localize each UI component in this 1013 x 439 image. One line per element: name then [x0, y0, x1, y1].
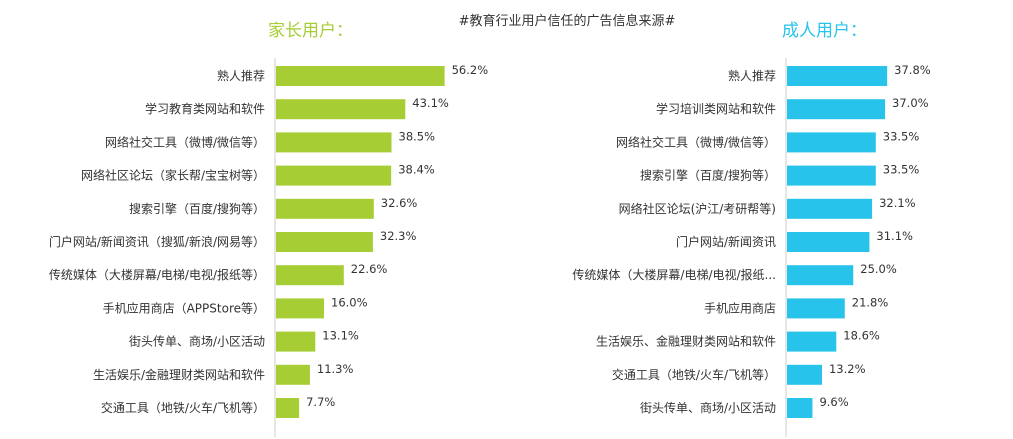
adults-category-label: 熟人推荐 — [728, 68, 776, 83]
adults-category-label: 生活娱乐、金融理财类网站和软件 — [596, 334, 776, 349]
parents-value-label: 16.0% — [331, 295, 368, 309]
adults-value-label: 32.1% — [879, 196, 916, 210]
parents-value-label: 32.6% — [381, 196, 418, 210]
adults-value-label: 31.1% — [876, 229, 913, 243]
adults-bar — [787, 298, 845, 319]
parents-bar — [276, 66, 445, 86]
parents-value-label: 38.5% — [399, 129, 436, 143]
adults-bar — [787, 165, 876, 186]
parents-value-label: 7.7% — [306, 395, 335, 409]
adults-category-label: 手机应用商店 — [704, 300, 776, 315]
adults-value-label: 18.6% — [843, 329, 880, 343]
parents-category-label: 网络社区论坛（家长帮/宝宝树等） — [81, 168, 265, 183]
parents-category-label: 网络社交工具（微博/微信等） — [105, 134, 265, 149]
adults-bar — [787, 364, 822, 385]
adults-panel: 成人用户： 熟人推荐 37.8% 学习培训类网站和软件 37.0% 网络社交工具（微博/微… — [572, 21, 931, 437]
parents-value-label: 32.3% — [380, 229, 417, 243]
adults-value-label: 33.5% — [883, 163, 920, 177]
adults-value-label: 37.0% — [892, 96, 929, 110]
chart-title: #教育行业用户信任的广告信息来源# — [459, 13, 676, 29]
adults-category-label: 街头传单、商场/小区活动 — [640, 400, 776, 415]
adults-bar — [787, 99, 886, 120]
parents-panel: 家长用户： 熟人推荐 56.2% 学习教育类网站和软件 43.1% 网络社交工具（微博/微… — [49, 21, 488, 437]
parents-bar — [276, 398, 300, 418]
adults-value-label: 13.2% — [829, 362, 866, 376]
parents-category-label: 学习教育类网站和软件 — [145, 101, 265, 116]
parents-bar — [276, 99, 406, 120]
parents-bar — [276, 298, 324, 319]
parents-category-label: 门户网站/新闻资讯（搜狐/新浪/网易等） — [49, 234, 265, 249]
adults-category-label: 搜索引擎（百度/搜狗等） — [640, 168, 776, 183]
adults-category-label: 传统媒体（大楼屏幕/电梯/电视/报纸... — [572, 267, 776, 282]
parents-bar — [276, 165, 392, 186]
adults-bar — [787, 132, 876, 153]
parents-title: 家长用户： — [268, 21, 353, 41]
adults-bar — [787, 398, 813, 418]
parents-value-label: 13.1% — [322, 329, 359, 343]
adults-title: 成人用户： — [782, 21, 867, 41]
adults-category-label: 网络社区论坛(沪江/考研帮等) — [619, 201, 776, 216]
adults-bar — [787, 198, 873, 219]
adults-category-label: 门户网站/新闻资讯 — [676, 234, 776, 249]
parents-value-label: 56.2% — [452, 63, 489, 77]
parents-value-label: 38.4% — [398, 163, 435, 177]
adults-value-label: 37.8% — [894, 63, 931, 77]
adults-bar — [787, 232, 870, 252]
parents-category-label: 熟人推荐 — [217, 68, 265, 83]
parents-value-label: 43.1% — [412, 96, 449, 110]
parents-bar — [276, 331, 316, 352]
parents-category-label: 传统媒体（大楼屏幕/电梯/电视/报纸等） — [49, 267, 265, 282]
parents-category-label: 手机应用商店（APPStore等） — [103, 300, 265, 315]
parents-bar — [276, 132, 392, 153]
parents-value-label: 11.3% — [317, 362, 354, 376]
adults-bar — [787, 66, 888, 86]
parents-category-label: 搜索引擎（百度/搜狗等） — [129, 201, 265, 216]
parents-category-label: 街头传单、商场/小区活动 — [129, 334, 265, 349]
parents-bar — [276, 364, 310, 385]
adults-bar — [787, 331, 837, 352]
adults-value-label: 21.8% — [852, 295, 889, 309]
adults-category-label: 网络社交工具（微博/微信等） — [616, 134, 776, 149]
adults-bar — [787, 265, 854, 286]
parents-bar — [276, 232, 373, 252]
adults-value-label: 33.5% — [883, 129, 920, 143]
adults-value-label: 9.6% — [819, 395, 848, 409]
parents-bar — [276, 198, 374, 219]
parents-value-label: 22.6% — [351, 262, 388, 276]
parents-category-label: 生活娱乐/金融理财类网站和软件 — [93, 367, 265, 382]
parents-bar — [276, 265, 344, 286]
parents-category-label: 交通工具（地铁/火车/飞机等） — [101, 400, 265, 415]
adults-category-label: 交通工具（地铁/火车/飞机等） — [612, 367, 776, 382]
adults-value-label: 25.0% — [860, 262, 897, 276]
adults-category-label: 学习培训类网站和软件 — [656, 101, 776, 116]
